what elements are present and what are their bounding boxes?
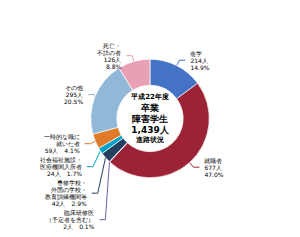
svg-text:2人 0.1%: 2人 0.1% xyxy=(63,223,94,230)
svg-text:進学: 進学 xyxy=(190,50,202,57)
svg-text:42人 2.9%: 42人 2.9% xyxy=(52,200,87,207)
svg-text:8.8%: 8.8% xyxy=(106,63,122,70)
svg-text:47.0%: 47.0% xyxy=(204,171,223,178)
svg-text:平成22年度: 平成22年度 xyxy=(130,92,169,101)
svg-text:不詳の者: 不詳の者 xyxy=(97,49,121,56)
svg-text:その他: その他 xyxy=(65,84,84,91)
svg-text:教育訓練機関等: 教育訓練機関等 xyxy=(45,193,87,200)
svg-text:24人 1.7%: 24人 1.7% xyxy=(47,170,82,177)
svg-text:214人: 214人 xyxy=(190,57,207,64)
svg-text:卒業: 卒業 xyxy=(140,103,159,113)
svg-text:677人: 677人 xyxy=(204,164,221,171)
svg-text:就職者: 就職者 xyxy=(204,157,222,164)
svg-text:就いた者: 就いた者 xyxy=(56,140,80,147)
svg-text:14.9%: 14.9% xyxy=(190,64,209,71)
svg-text:1,439人: 1,439人 xyxy=(131,125,169,135)
svg-text:専修学校・: 専修学校・ xyxy=(57,179,87,186)
svg-text:進路状況: 進路状況 xyxy=(135,136,164,144)
svg-text:20.5%: 20.5% xyxy=(64,98,83,105)
svg-text:医療機関入所者: 医療機関入所者 xyxy=(40,163,82,170)
svg-text:障害学生: 障害学生 xyxy=(132,114,168,124)
svg-text:死亡・: 死亡・ xyxy=(103,42,121,49)
svg-text:社会福祉施設・: 社会福祉施設・ xyxy=(40,156,82,163)
svg-text:外国の学校・: 外国の学校・ xyxy=(51,186,87,193)
svg-text:295人: 295人 xyxy=(66,91,83,98)
svg-text:59人 4.1%: 59人 4.1% xyxy=(45,147,80,154)
svg-text:（予定者を含む）: （予定者を含む） xyxy=(46,216,95,224)
svg-text:一時的な職に: 一時的な職に xyxy=(43,133,80,141)
svg-text:臨床研修医: 臨床研修医 xyxy=(64,209,94,216)
svg-text:126人: 126人 xyxy=(104,56,121,63)
